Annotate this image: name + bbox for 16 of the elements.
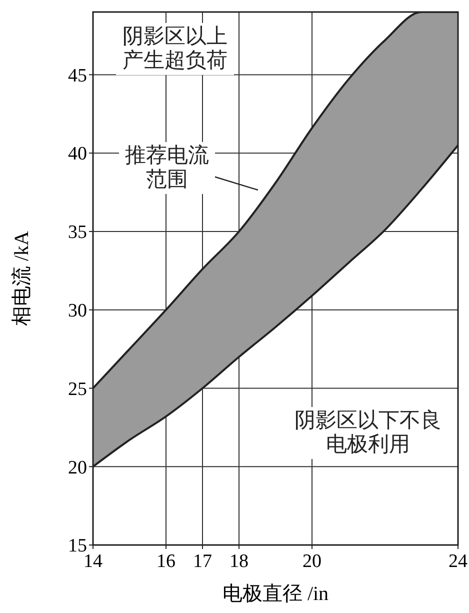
- y-tick-label: 35: [68, 222, 87, 244]
- annotation: 阴影区以下不良电极利用: [294, 408, 442, 456]
- annotation: 阴影区以上产生超负荷: [122, 24, 228, 72]
- y-tick-label: 30: [68, 300, 87, 322]
- y-tick-label: 25: [68, 378, 87, 400]
- x-tick-label: 16: [156, 551, 176, 572]
- x-tick-label: 24: [448, 551, 468, 572]
- x-axis-title: 电极直径 /in: [222, 583, 329, 605]
- x-tick-label: 17: [193, 551, 212, 572]
- x-tick-label: 20: [302, 551, 322, 572]
- y-tick-label: 40: [68, 144, 87, 165]
- y-tick-label: 45: [68, 65, 87, 86]
- y-tick-label: 20: [68, 457, 87, 478]
- annotation: 推荐电流范围: [125, 143, 209, 191]
- x-tick-label: 18: [230, 551, 248, 572]
- y-axis-title: 相电流 /kA: [11, 230, 33, 326]
